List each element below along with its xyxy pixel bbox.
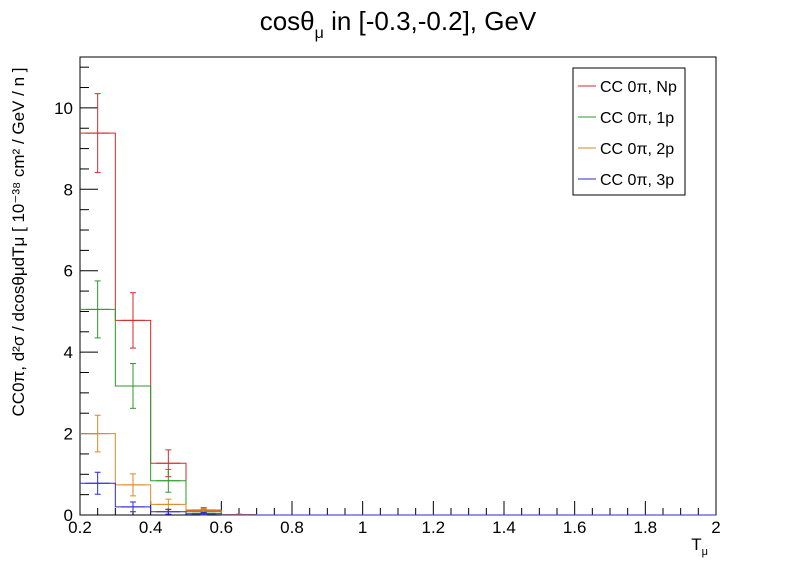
legend-box [572,67,686,196]
y-tick-label: 6 [64,262,73,281]
x-tick-label: 2 [711,518,720,537]
chart-title: cosθμ in [-0.3,-0.2], GeV [260,6,537,42]
x-tick-label: 1 [358,518,367,537]
x-tick-label: 0.6 [210,518,234,537]
error-bar [156,498,181,511]
legend-label: CC 0π, Np [600,79,677,96]
legend-entry: CC 0π, 1p [578,110,674,127]
title-main: cosθ [260,6,315,36]
y-axis-label: CC0π, d²σ / dcosθμdTμ [ 10⁻³⁸ cm² / GeV … [9,68,28,417]
series-3 [80,471,716,516]
x-label-main: T [691,535,701,554]
title-rest: in [-0.3,-0.2], GeV [324,6,537,36]
axis-ticks [79,66,717,516]
legend-label: CC 0π, 1p [600,110,674,127]
legend-entry: CC 0π, Np [578,79,677,96]
series-2 [80,414,716,516]
y-tick-labels: 0 2 4 6 8 10 [54,99,73,525]
legend: CC 0π, Np CC 0π, 1p CC 0π, 2p CC 0π, 3p [572,67,686,196]
x-tick-label: 0.4 [139,518,163,537]
error-bar [121,363,145,409]
legend-entry: CC 0π, 2p [578,141,674,158]
title-subscript: μ [315,25,324,42]
error-bar [85,93,110,174]
x-tick-label: 1.8 [634,518,658,537]
y-tick-label: 8 [64,180,73,199]
series-histogram-line [80,482,716,516]
error-bar [85,280,110,339]
series-layer [80,93,716,516]
series-histogram-line [80,433,716,516]
y-tick-label: 10 [54,99,73,118]
x-tick-label: 0.2 [68,518,92,537]
error-bar [156,468,181,493]
error-bar [121,501,145,513]
y-tick-label: 2 [64,425,73,444]
legend-entries: CC 0π, Np CC 0π, 1p CC 0π, 2p CC 0π, 3p [578,79,677,189]
series-histogram-line [80,308,716,516]
error-bar [85,471,110,495]
y-tick-label: 4 [64,343,73,362]
series-1 [80,280,716,516]
error-bar [156,508,181,515]
x-tick-labels: 0.2 0.4 0.6 0.8 1 1.2 1.4 1.6 1.8 2 [68,518,721,537]
y-tick-label: 0 [64,506,73,525]
x-tick-label: 1.4 [492,518,516,537]
error-bar [121,473,145,497]
legend-entry: CC 0π, 3p [578,172,674,189]
error-bar [191,512,216,516]
x-axis-label: Tμ [691,535,708,558]
legend-label: CC 0π, 2p [600,141,674,158]
x-tick-label: 1.2 [422,518,446,537]
legend-label: CC 0π, 3p [600,172,674,189]
x-tick-label: 1.6 [563,518,587,537]
x-tick-label: 0.8 [280,518,304,537]
error-bar [121,292,145,349]
x-label-subscript: μ [702,546,708,558]
error-bar [85,414,110,453]
